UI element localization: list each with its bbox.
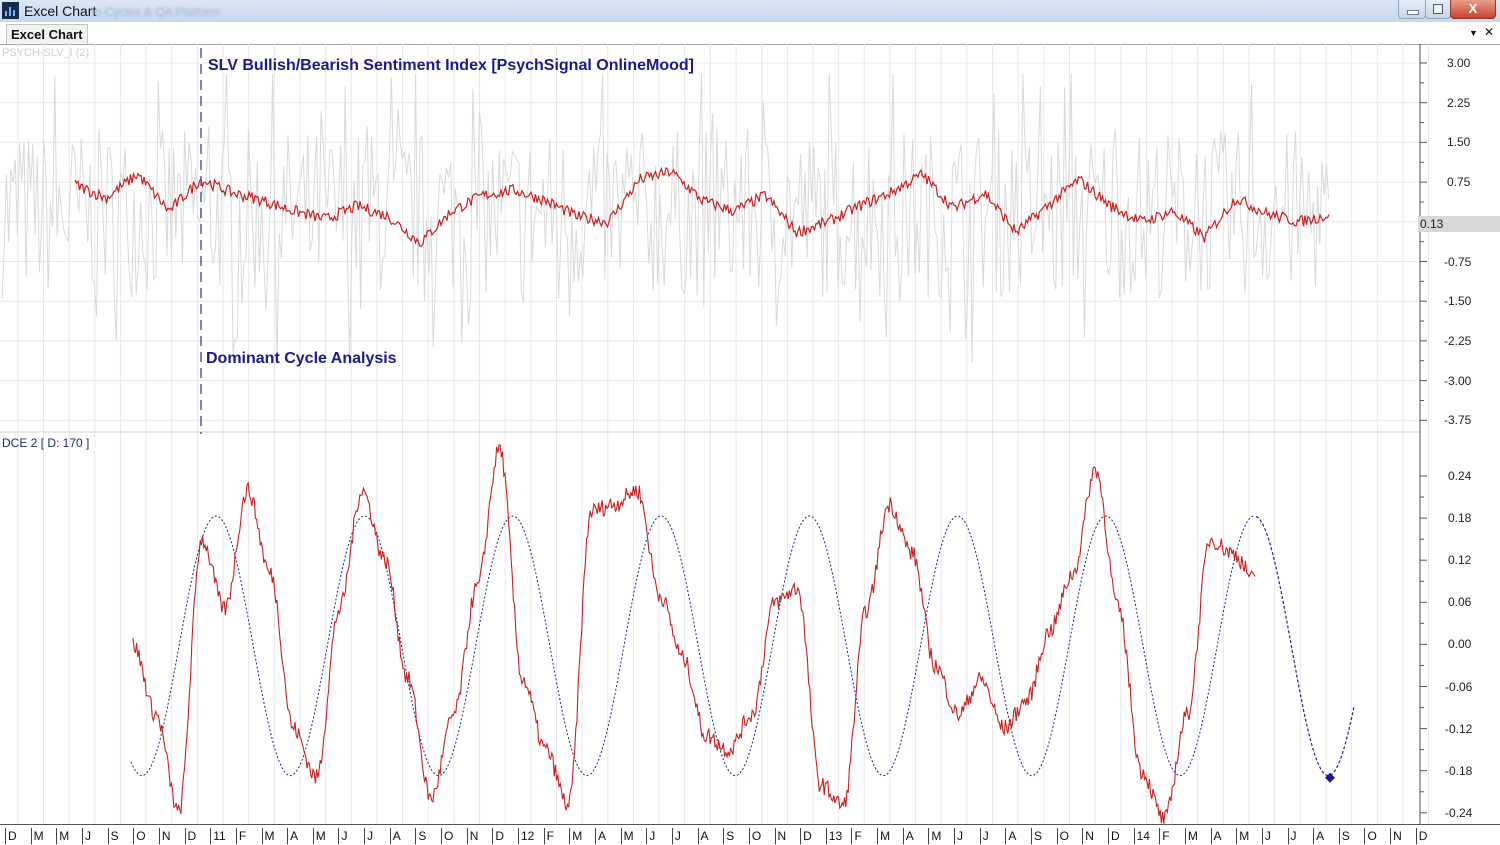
x-axis-month-label: J [1261,828,1288,844]
x-axis-month-label: N [1390,828,1416,844]
tab-excel-chart[interactable]: Excel Chart [6,24,88,44]
x-axis-month-label: M [1184,828,1211,844]
tab-dropdown-icon[interactable]: ▼ [1469,28,1478,38]
x-axis-month-label: N [466,828,493,844]
bottom-y-tick-label: -0.24 [1445,805,1473,820]
x-axis-month-label: N [774,828,801,844]
x-axis-month-label: A [594,828,621,844]
x-axis-month-label: D [1107,828,1134,844]
x-axis-month-label: D [5,828,31,844]
close-button[interactable]: X [1450,0,1496,19]
bottom-y-tick-label: 0.06 [1448,595,1472,610]
raw-sentiment-line [1,73,1330,365]
bottom-y-tick-label: 0.24 [1448,469,1472,483]
bottom-y-tick-label: -0.12 [1445,721,1473,736]
x-axis-month-label: M [56,828,82,844]
x-axis-month-label: D [1415,828,1442,844]
x-axis-month-label: D [800,828,826,844]
x-axis-month-label: 14 [1133,828,1160,844]
x-axis-month-label: M [620,828,647,844]
x-axis-month-label: A [389,828,416,844]
top-y-tick-label: -3.75 [1444,413,1472,428]
bottom-y-tick-label: 0.12 [1448,553,1472,568]
x-axis-month-label: O [133,828,159,844]
x-axis-month-label: O [1056,828,1083,844]
x-axis-month-label: J [954,828,980,844]
bottom-series-label: DCE 2 [ D: 170 ] [2,436,90,450]
x-axis-month-label: O [748,828,775,844]
x-axis-month-label: A [287,828,313,844]
window-titlebar: Excel Chart in Cycles & QA Platform X [0,0,1500,22]
cycle-analysis-annotation: Dominant Cycle Analysis [206,350,397,367]
top-y-tick-label: -0.75 [1444,254,1472,269]
x-axis-month-label: F [851,828,877,844]
top-y-tick-label: 1.50 [1447,135,1471,150]
x-axis-month-label: O [1364,828,1390,844]
dominant-cycle-line [130,515,1256,777]
x-axis-month-label: M [1236,828,1262,844]
top-y-tick-label: -3.00 [1444,373,1472,388]
x-axis-month-label: A [1210,828,1237,844]
smoothed-sentiment-line [74,166,1330,248]
x-axis-month-label: A [1313,828,1339,844]
x-axis-month-label: S [723,828,749,844]
x-axis-month-label: M [30,828,57,844]
detrended-cycle-line [132,444,1256,824]
bottom-y-tick-label: 0.00 [1448,637,1472,652]
x-axis-month-label: J [1287,828,1314,844]
x-axis-month-label: S [415,828,441,844]
x-axis-month-label: A [902,828,929,844]
x-axis-month-label: S [107,828,134,844]
current-value-badge: 0.13 [1418,216,1500,232]
tab-bar: Excel Chart ▼ ✕ [0,22,1500,45]
x-axis-month-label: M [569,828,595,844]
top-y-tick-label: -1.50 [1444,294,1472,309]
sentiment-title-annotation: SLV Bullish/Bearish Sentiment Index [Psy… [208,57,694,74]
chart-area [0,44,1500,824]
maximize-button[interactable] [1425,0,1451,19]
x-axis-month-label: N [1082,828,1108,844]
x-axis-month-label: M [312,828,339,844]
x-axis-month-label: D [184,828,211,844]
x-axis-month-label: M [877,828,903,844]
x-axis-month-label: O [441,828,467,844]
cycle-projection-line [1255,515,1355,777]
x-axis-month-label: J [338,828,364,844]
minimize-button[interactable] [1398,0,1426,19]
top-y-tick-label: 0.75 [1447,175,1471,190]
x-axis-month-label: M [928,828,954,844]
app-icon [2,2,19,19]
x-axis-month-label: S [1338,828,1365,844]
x-axis-month-label: J [81,828,108,844]
x-axis-month-label: J [671,828,698,844]
top-y-tick-label: 3.00 [1447,56,1471,70]
x-axis-month-label: J [364,828,390,844]
x-axis-month-label: M [261,828,288,844]
x-axis-month-label: 13 [825,828,852,844]
x-axis-month-label: J [646,828,672,844]
bottom-y-tick-label: -0.06 [1445,679,1473,694]
bottom-y-tick-label: 0.18 [1448,511,1472,526]
x-axis-month-label: S [1031,828,1057,844]
x-axis-month-label: D [492,828,518,844]
x-axis-month-label: N [158,828,185,844]
x-axis-month-label: A [697,828,724,844]
top-y-tick-label: 2.25 [1447,95,1471,110]
x-axis-month-label: 12 [518,828,544,844]
top-y-tick-label: -2.25 [1444,333,1472,348]
x-axis-month-label: J [979,828,1006,844]
x-axis-month-label: F [1159,828,1185,844]
chart-canvas[interactable] [0,44,1500,824]
x-axis-month-label: F [543,828,570,844]
bottom-y-tick-label: -0.18 [1445,763,1473,778]
window-subtitle: in Cycles & QA Platform [92,5,221,19]
cycle-low-marker-icon [1325,772,1335,783]
x-axis-bar: D M M J S O N D 11 F M A M J J A S O N D 12 F M A M J J A S O N D 13 F M A M… [0,824,1500,845]
x-axis-month-label: F [235,828,262,844]
tab-close-icon[interactable]: ✕ [1484,25,1495,39]
x-axis-month-label: 11 [210,828,236,844]
top-series-label: PSYCH-SLV_I (2) [2,47,90,59]
x-axis-month-label: A [1005,828,1031,844]
window-title: Excel Chart [24,3,97,19]
